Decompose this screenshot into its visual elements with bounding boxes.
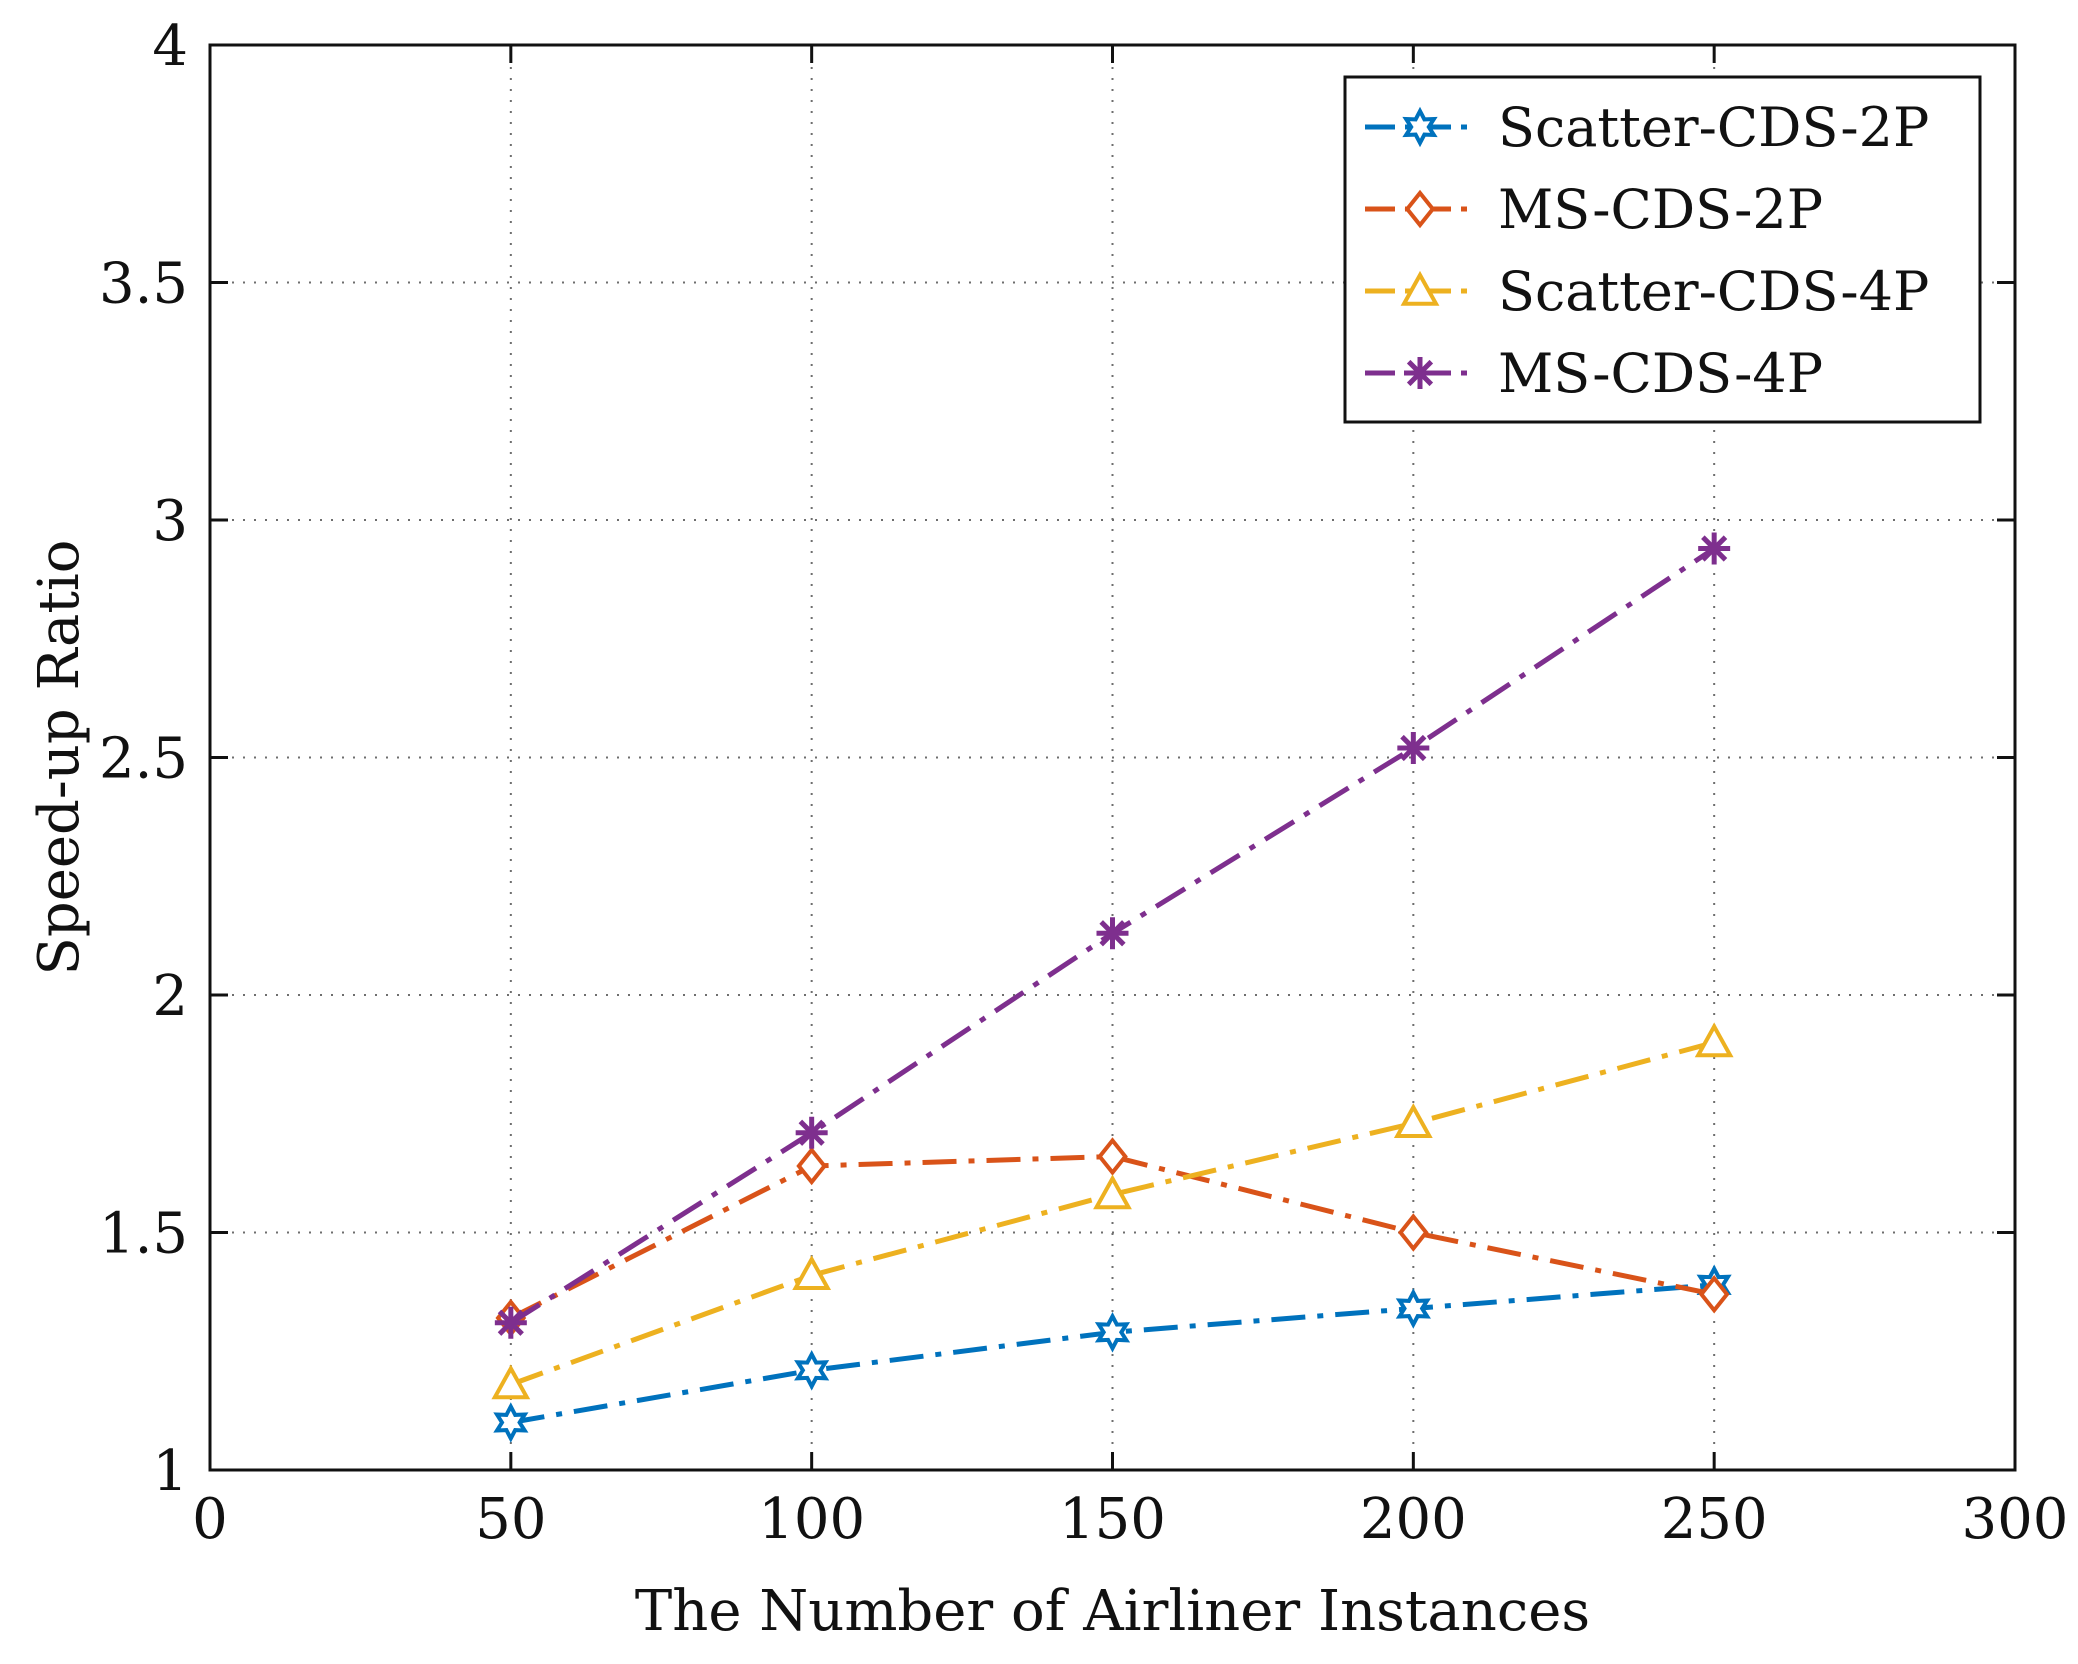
data-point-ms-cds-4p: [1698, 532, 1731, 565]
legend-entry-ms-cds-4p: MS-CDS-4P: [1365, 342, 1823, 405]
legend-entries: Scatter-CDS-2P MS-CDS-2P Scatter-CDS-4P MS-…: [1365, 96, 1929, 405]
y-tick-label: 3.5: [99, 252, 188, 317]
legend: Scatter-CDS-2P MS-CDS-2P Scatter-CDS-4P MS-…: [1343, 75, 1982, 424]
y-tick-label: 1: [152, 1439, 188, 1504]
x-tick-label: 0: [192, 1487, 228, 1552]
series-line-scatter-cds-4p: [509, 1040, 1715, 1387]
y-tick-label: 2.5: [99, 727, 188, 792]
y-tick-label: 1.5: [99, 1202, 188, 1267]
data-point-ms-cds-2p: [1097, 1137, 1128, 1176]
series-line-ms-cds-2p: [509, 1154, 1715, 1321]
legend-label-ms-cds-2p: MS-CDS-2P: [1498, 178, 1823, 241]
legend-entry-ms-cds-2p: MS-CDS-2P: [1365, 178, 1823, 241]
data-point-ms-cds-4p: [795, 1116, 828, 1149]
data-point-scatter-cds-2p: [493, 1402, 529, 1443]
data-point-scatter-cds-2p: [1395, 1288, 1431, 1329]
axis-label-layer: The Number of Airliner Instances Speed-u…: [27, 540, 1590, 1644]
x-axis-label: The Number of Airliner Instances: [635, 1579, 1590, 1644]
data-point-ms-cds-4p: [1397, 732, 1430, 764]
data-point-ms-cds-2p: [1397, 1213, 1429, 1252]
legend-label-scatter-cds-4p: Scatter-CDS-4P: [1498, 260, 1929, 323]
data-point-ms-cds-4p: [494, 1306, 527, 1339]
data-point-scatter-cds-4p: [1694, 1022, 1734, 1058]
y-tick-label: 3: [152, 489, 188, 554]
legend-marker-ms-cds-4p: [1404, 357, 1436, 389]
series-ms-cds-2p: [495, 1137, 1730, 1338]
x-tick-label: 300: [1962, 1487, 2069, 1552]
x-tick-label: 150: [1059, 1487, 1166, 1552]
data-point-scatter-cds-4p: [1093, 1174, 1132, 1210]
series-scatter-cds-4p: [491, 1022, 1734, 1400]
series-ms-cds-4p: [494, 532, 1731, 1339]
data-point-ms-cds-2p: [796, 1146, 828, 1186]
legend-marker-ms-cds-2p: [1404, 189, 1436, 229]
data-point-scatter-cds-4p: [792, 1255, 832, 1291]
data-point-ms-cds-2p: [1698, 1275, 1730, 1314]
legend-entry-scatter-cds-2p: Scatter-CDS-2P: [1365, 96, 1929, 159]
series-scatter-cds-2p: [493, 1264, 1732, 1443]
x-tick-label: 50: [475, 1487, 546, 1552]
x-tick-label: 100: [758, 1487, 865, 1552]
grid-layer: [210, 45, 2015, 1470]
data-point-scatter-cds-2p: [1094, 1312, 1131, 1353]
x-tick-label: 250: [1661, 1487, 1768, 1552]
data-point-scatter-cds-4p: [491, 1364, 531, 1400]
legend-box: [1343, 75, 1982, 424]
y-tick-label: 4: [152, 14, 188, 79]
legend-label-ms-cds-4p: MS-CDS-4P: [1498, 342, 1823, 405]
legend-entry-scatter-cds-4p: Scatter-CDS-4P: [1365, 260, 1929, 323]
y-tick-label: 2: [152, 964, 188, 1029]
x-tick-label: 200: [1360, 1487, 1467, 1552]
data-point-scatter-cds-2p: [794, 1350, 830, 1391]
y-axis-label: Speed-up Ratio: [27, 540, 92, 976]
data-point-scatter-cds-4p: [1393, 1103, 1433, 1139]
legend-marker-scatter-cds-4p: [1400, 270, 1440, 306]
legend-marker-scatter-cds-2p: [1402, 106, 1438, 148]
legend-label-scatter-cds-2p: Scatter-CDS-2P: [1498, 96, 1929, 159]
data-point-ms-cds-4p: [1096, 917, 1129, 950]
tick-layer: 0 50 100 150 200 250 300 1 1.5 2 2.5 3 3.5 4: [99, 14, 2069, 1552]
series-layer: [491, 532, 1734, 1443]
series-line-scatter-cds-2p: [510, 1282, 1715, 1425]
